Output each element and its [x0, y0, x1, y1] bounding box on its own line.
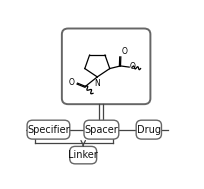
Text: N: N — [94, 79, 100, 88]
Text: Specifier: Specifier — [27, 125, 70, 135]
FancyBboxPatch shape — [136, 120, 161, 139]
Text: O: O — [130, 62, 136, 71]
FancyBboxPatch shape — [62, 29, 150, 104]
FancyBboxPatch shape — [84, 120, 119, 139]
FancyBboxPatch shape — [27, 120, 70, 139]
FancyBboxPatch shape — [70, 146, 97, 164]
Text: Spacer: Spacer — [84, 125, 118, 135]
Text: Linker: Linker — [68, 150, 98, 160]
Text: O: O — [122, 47, 128, 56]
Text: O: O — [69, 78, 75, 87]
Text: Drug: Drug — [137, 125, 161, 135]
